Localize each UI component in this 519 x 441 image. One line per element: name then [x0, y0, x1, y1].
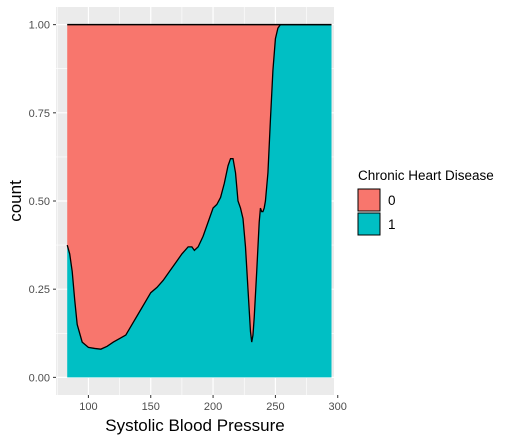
legend-title: Chronic Heart Disease — [358, 168, 494, 183]
x-tick-label: 100 — [79, 401, 97, 413]
y-tick-label: 1.00 — [29, 20, 50, 32]
y-tick-label: 0.00 — [29, 372, 50, 384]
series-1-outline — [66, 23, 332, 350]
legend-key-0 — [357, 188, 381, 212]
area-series-1 — [67, 24, 332, 378]
y-axis-title: count — [6, 180, 25, 222]
stacked-areas — [66, 23, 332, 378]
x-tick-label: 300 — [329, 401, 347, 413]
y-tick-label: 0.25 — [29, 284, 50, 296]
x-axis-title: Systolic Blood Pressure — [105, 416, 285, 435]
y-tick-label: 0.50 — [29, 196, 50, 208]
area-series-0 — [67, 24, 332, 350]
legend-label-1: 1 — [388, 217, 396, 232]
x-tick-label: 200 — [204, 401, 222, 413]
y-axis: 0.00 0.25 0.50 0.75 1.00 — [29, 20, 56, 384]
x-axis: 100 150 200 250 300 — [79, 395, 347, 413]
x-tick-label: 150 — [142, 401, 160, 413]
x-tick-label: 250 — [266, 401, 284, 413]
legend-key-1 — [357, 212, 381, 236]
legend-label-0: 0 — [388, 193, 396, 208]
y-tick-label: 0.75 — [29, 108, 50, 120]
legend: Chronic Heart Disease 0 1 — [357, 168, 494, 236]
